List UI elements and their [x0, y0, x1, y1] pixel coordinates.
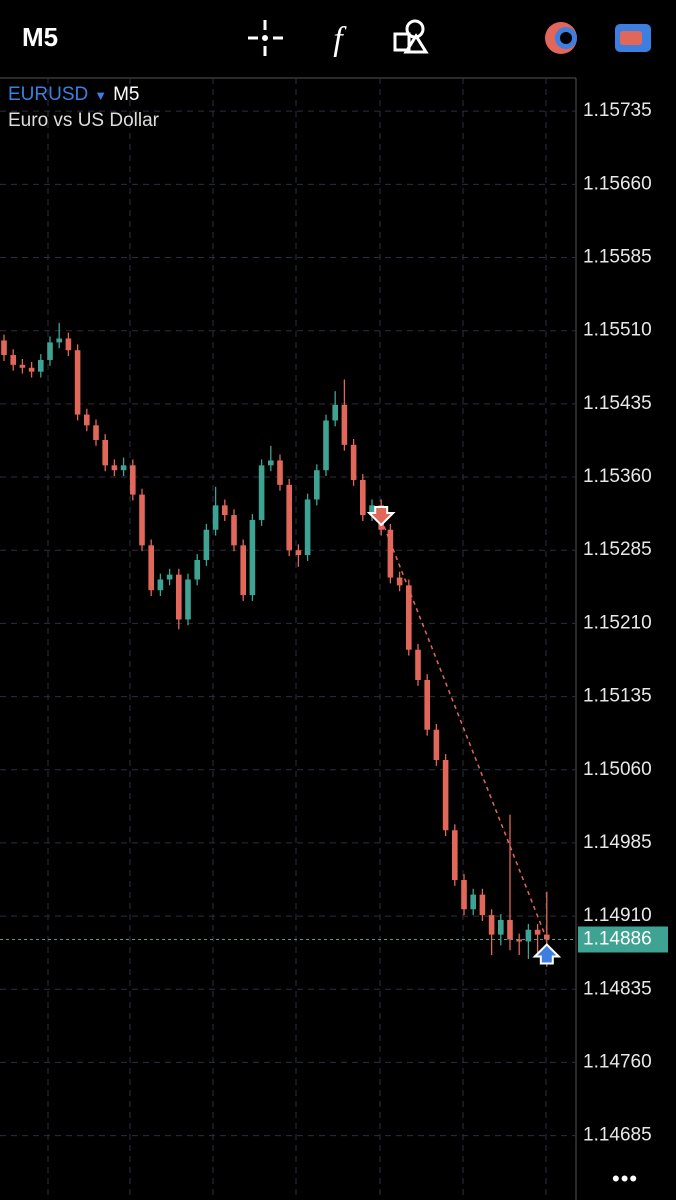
y-tick-label: 1.14985 — [583, 832, 652, 853]
candle-body — [111, 465, 118, 471]
candle-body — [194, 559, 200, 580]
candle-body — [406, 585, 412, 650]
candle-body — [350, 444, 357, 480]
candle-body — [387, 529, 394, 578]
indicator-icon[interactable]: f — [333, 21, 347, 58]
candle-body — [120, 465, 127, 471]
candle-body — [268, 460, 274, 466]
candle-body — [102, 439, 108, 466]
candle-body — [139, 494, 145, 546]
candle-body — [240, 545, 246, 596]
y-tick-label: 1.14760 — [583, 1051, 652, 1072]
candle-body — [360, 479, 366, 516]
trade-arrow — [366, 505, 396, 527]
objects-icon[interactable] — [393, 19, 429, 54]
toolbar-icons: f — [248, 19, 651, 58]
candle-body — [544, 934, 550, 940]
candle-body — [231, 515, 237, 546]
candle-body — [525, 929, 532, 942]
candle-body — [433, 729, 440, 760]
y-tick-label: 1.15285 — [583, 539, 652, 560]
candle-body — [84, 414, 90, 426]
candle-body — [212, 505, 219, 530]
trade-arrow — [532, 943, 562, 965]
current-price-tag — [578, 926, 668, 953]
candle-body — [203, 529, 210, 560]
more-button[interactable]: ••• — [612, 1166, 639, 1191]
dropdown-arrow: ▼ — [94, 88, 108, 103]
candle-body — [222, 505, 228, 516]
candle-body — [304, 499, 311, 556]
candle-body — [249, 519, 256, 596]
candle-body — [461, 879, 467, 910]
candle-body — [488, 915, 495, 935]
candle-body — [295, 550, 302, 556]
candle-body — [479, 894, 486, 916]
y-tick-label: 1.15735 — [583, 100, 652, 121]
candle-body — [65, 338, 72, 351]
y-tick-label: 1.14685 — [583, 1125, 652, 1146]
candle-body — [176, 574, 182, 620]
symbol-label: EURUSD ▼ M5 — [8, 84, 140, 106]
y-tick-label: 1.14910 — [583, 905, 652, 926]
chart-timeframe: M5 — [113, 84, 140, 105]
candle-body — [442, 759, 449, 831]
candle-body — [74, 350, 81, 415]
candle-body — [507, 919, 513, 940]
candle-body — [10, 355, 16, 365]
candle-body — [452, 830, 458, 880]
candle-body — [166, 574, 173, 580]
candle-body — [56, 338, 62, 343]
candle-body — [258, 465, 265, 520]
trade-icon[interactable] — [615, 24, 651, 52]
timeframe-button[interactable]: M5 — [22, 22, 59, 52]
candle-body — [369, 505, 375, 516]
candle-body — [498, 919, 504, 935]
y-tick-label: 1.15135 — [583, 686, 652, 707]
candle-body — [415, 649, 421, 680]
y-tick-label: 1.15585 — [583, 247, 652, 268]
candle-body — [534, 929, 541, 935]
y-tick-label: 1.15360 — [583, 466, 652, 487]
y-tick-label: 1.15060 — [583, 759, 652, 780]
y-tick-label: 1.15210 — [583, 612, 652, 633]
candle-body — [157, 579, 164, 591]
toolbar: M5 f — [0, 0, 676, 78]
account-icon[interactable] — [545, 22, 577, 54]
candle-body — [516, 939, 522, 942]
y-tick-label: 1.15510 — [583, 320, 652, 341]
candle-body — [93, 425, 99, 440]
trade-link — [380, 518, 548, 940]
symbol[interactable]: EURUSD — [8, 84, 89, 105]
candle-body — [341, 404, 348, 445]
candle-body — [1, 340, 7, 356]
candle-body — [396, 577, 403, 586]
candle-body — [470, 894, 476, 910]
y-tick-label: 1.15660 — [583, 173, 652, 194]
crosshair-icon[interactable] — [248, 20, 283, 56]
candle-body — [28, 367, 35, 372]
candle-body — [148, 545, 154, 591]
candle-body — [185, 579, 191, 620]
candle-body — [332, 404, 338, 421]
candle-body — [314, 470, 320, 500]
candle-body — [38, 359, 44, 372]
candle-body — [277, 460, 283, 485]
candle-body — [286, 484, 292, 551]
candle-body — [323, 420, 329, 471]
candle-body — [424, 679, 430, 730]
y-tick-label: 1.14835 — [583, 978, 652, 999]
symbol-description: Euro vs US Dollar — [8, 110, 159, 131]
candle-body — [47, 342, 53, 360]
y-tick-label: 1.15435 — [583, 393, 652, 414]
candle-body — [19, 364, 26, 368]
candle-body — [130, 465, 136, 495]
current-price-label: 1.14886 — [583, 929, 652, 950]
